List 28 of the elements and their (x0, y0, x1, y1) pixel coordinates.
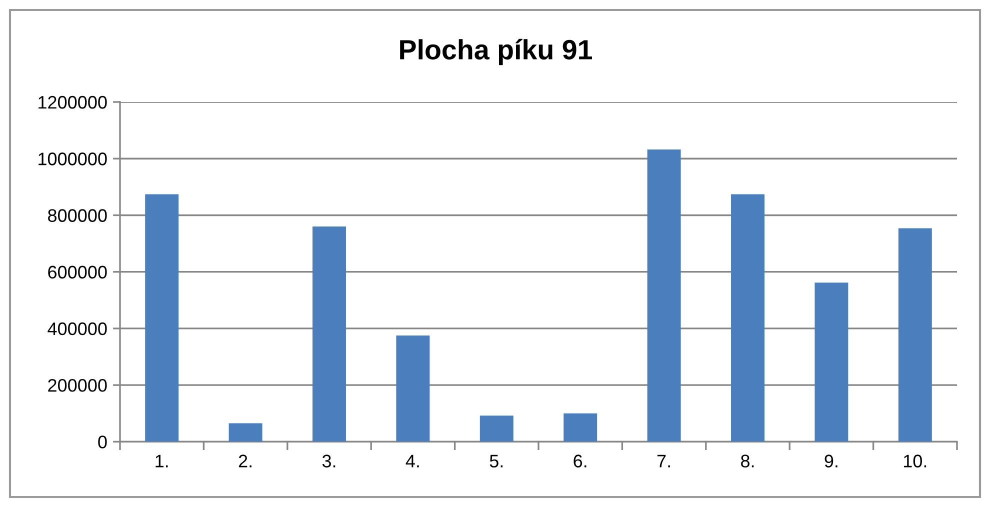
x-tick-label: 5. (490, 454, 503, 468)
x-tick-label: 4. (406, 454, 419, 468)
x-tick-label: 7. (657, 454, 670, 468)
y-tick-label: 0 (98, 436, 107, 448)
x-tick-label: 10. (904, 454, 926, 468)
bar (145, 194, 179, 442)
y-tick-label: 1200000 (38, 96, 107, 109)
chart-title: Plocha píku 91 (400, 38, 592, 66)
y-tick-label: 600000 (48, 266, 107, 279)
y-tick-label: 800000 (48, 209, 107, 222)
bar (396, 336, 430, 442)
bar (731, 194, 764, 442)
x-tick-label: 8. (741, 454, 754, 468)
bar (228, 423, 262, 442)
x-tick-label: 6. (574, 454, 586, 468)
bar (898, 228, 932, 442)
y-tick-label: 200000 (48, 379, 107, 392)
x-tick-label: 3. (322, 454, 336, 468)
x-tick-label: 1. (156, 454, 168, 468)
bar (480, 416, 514, 442)
y-tick-label: 400000 (48, 322, 107, 336)
bar (814, 282, 848, 442)
x-tick-label: 9. (824, 454, 838, 468)
x-tick-label: 2. (238, 454, 252, 468)
bar (312, 226, 346, 442)
bar (564, 413, 598, 442)
bar (647, 150, 681, 442)
y-tick-label: 1000000 (38, 152, 107, 166)
